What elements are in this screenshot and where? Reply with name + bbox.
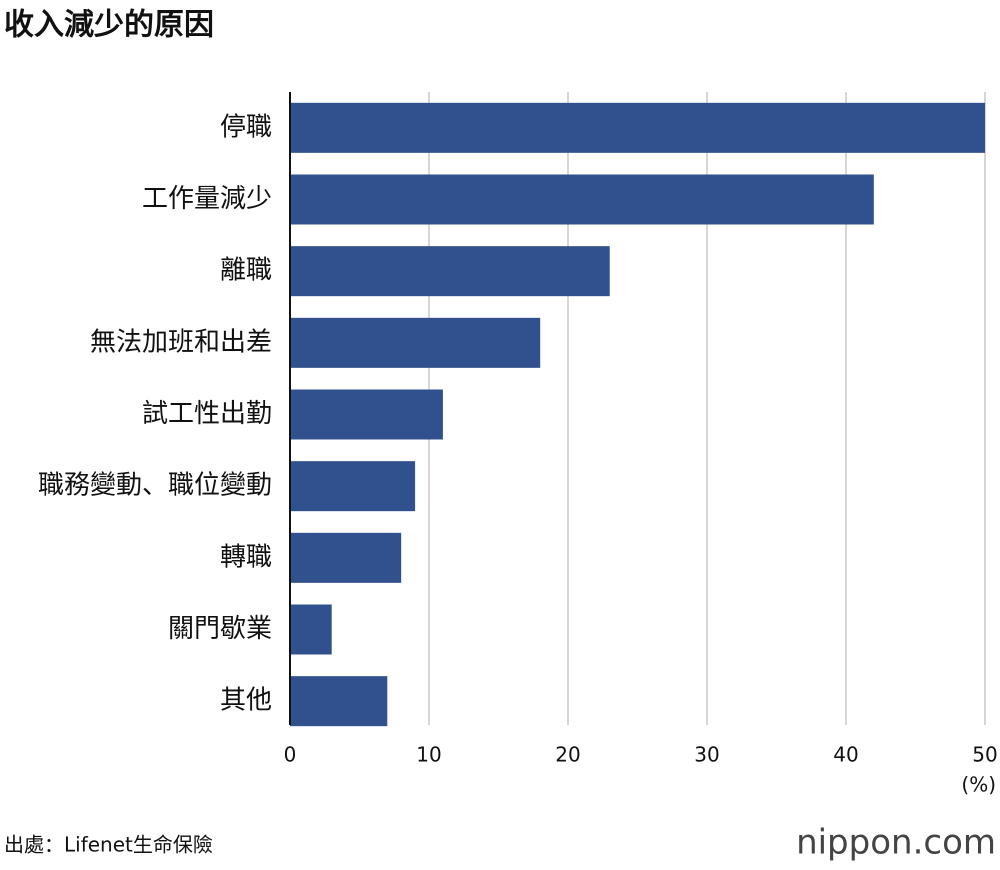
bar xyxy=(290,389,443,440)
y-tick-label: 其他 xyxy=(220,686,272,716)
y-tick-label: 停職 xyxy=(220,112,272,142)
x-tick-label: 0 xyxy=(284,743,297,767)
source: 出處：Lifenet生命保險 xyxy=(4,833,213,857)
y-tick-label: 試工性出勤 xyxy=(142,399,272,429)
bar xyxy=(290,676,388,727)
x-axis-unit: (%) xyxy=(961,773,996,797)
x-tick-label: 20 xyxy=(555,743,580,767)
y-tick-label: 離職 xyxy=(220,256,272,286)
y-tick-label: 職務變動、職位變動 xyxy=(38,471,272,501)
bar xyxy=(290,461,416,512)
bar xyxy=(290,102,985,153)
chart-title: 收入減少的原因 xyxy=(4,8,214,43)
y-tick-label: 轉職 xyxy=(220,542,272,572)
x-tick-label: 50 xyxy=(972,743,997,767)
bar xyxy=(290,532,402,583)
x-tick-label: 30 xyxy=(694,743,719,767)
bar xyxy=(290,246,610,297)
x-tick-label: 10 xyxy=(416,743,441,767)
x-tick-label: 40 xyxy=(833,743,858,767)
y-tick-label: 無法加班和出差 xyxy=(90,327,272,357)
brand-logo: nippon.com xyxy=(796,823,996,863)
y-tick-label: 關門歇業 xyxy=(168,614,272,644)
bar xyxy=(290,604,332,655)
y-tick-label: 工作量減少 xyxy=(142,184,272,214)
bar xyxy=(290,317,541,368)
bar xyxy=(290,174,874,225)
